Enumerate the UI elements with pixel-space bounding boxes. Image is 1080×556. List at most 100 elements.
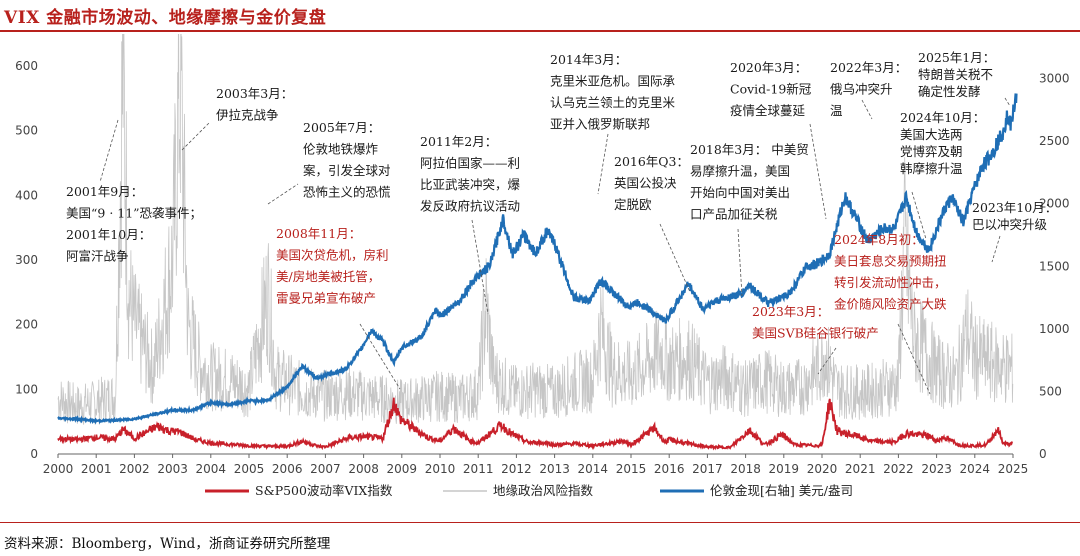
x-tick-label: 2008: [348, 462, 379, 476]
annotation-line: 2018年3月： 中美贸: [690, 142, 809, 157]
source-note: 资料来源：Bloomberg，Wind，浙商证券研究所整理: [4, 536, 331, 552]
annotation-line: 转引发流动性冲击，: [834, 275, 947, 290]
y-right-tick-label: 500: [1039, 384, 1062, 398]
annotation-line: 定脱欧: [614, 197, 652, 212]
annotation-line: 2024年10月：: [900, 110, 985, 125]
annotation-line: 伦敦地铁爆炸: [303, 142, 379, 157]
gold-series-layer: [57, 93, 1018, 425]
y-left-tick-label: 400: [15, 188, 38, 202]
annotation-line: 2024年8月初：: [834, 232, 924, 247]
x-tick-label: 2014: [578, 462, 609, 476]
annotation-line: 案，引发全球对: [303, 163, 391, 178]
annotation-leader: [809, 123, 827, 220]
x-tick-label: 2006: [272, 462, 303, 476]
annotation-line: 党博弈及朝: [900, 144, 963, 159]
annotation-line: 2023年3月：: [752, 304, 829, 319]
y-left-tick-label: 0: [30, 447, 38, 461]
annotation-line: 阿富汗战争: [66, 249, 129, 264]
annotation-leader: [471, 219, 489, 315]
annotation-line: 2022年3月：: [830, 60, 907, 75]
annotation-leader: [737, 228, 743, 297]
annotation-line: 美国次贷危机，房利: [276, 248, 389, 263]
x-tick-label: 2018: [730, 462, 761, 476]
annotation-line: 2020年3月：: [730, 60, 807, 75]
x-tick-label: 2012: [501, 462, 532, 476]
annotation-line: 美国SVB硅谷银行破产: [752, 326, 879, 341]
legend: S&P500波动率VIX指数 地缘政治风险指数 伦敦金现[右轴] 美元/盎司: [205, 483, 853, 498]
annotation-line: 易摩擦升温，美国: [690, 164, 790, 179]
annotation-line: 2001年9月：: [66, 184, 143, 199]
vix-line: [57, 397, 1014, 451]
annotation-leader: [911, 191, 927, 240]
annotation-line: 2014年3月：: [550, 52, 627, 67]
annotation-line: 2025年1月：: [918, 50, 995, 65]
annotation-leader: [181, 121, 211, 151]
annotation-4: 2008年11月： 美国次贷危机，房利美/房地美被托管， 雷曼兄弟宣布破产: [276, 226, 389, 306]
y-left-tick-label: 600: [15, 59, 38, 73]
annotation-line: 金价随风险资产大跌: [834, 297, 947, 312]
annotation-leader: [659, 223, 691, 293]
annotation-line: 特朗普关税不: [918, 67, 993, 82]
x-tick-label: 2022: [883, 462, 914, 476]
axes: 2000 2001 2002 2003 2004 2005 2006 2007 2008 2009…: [15, 59, 1069, 476]
y-left-tick-label: 500: [15, 124, 38, 138]
annotation-line: 韩摩擦升温: [900, 161, 963, 176]
annotation-line: 美国大选两: [900, 127, 963, 142]
annotation-line: 口产品加征关税: [690, 207, 778, 222]
annotation-line: 雷曼兄弟宣布破产: [276, 291, 376, 306]
x-tick-label: 2010: [425, 462, 456, 476]
x-tick-label: 2024: [960, 462, 991, 476]
y-right-tick-label: 1000: [1039, 322, 1070, 336]
x-tick-label: 2017: [692, 462, 723, 476]
annotation-line: 2023年10月：: [972, 200, 1057, 215]
y-left-tick-label: 200: [15, 318, 38, 332]
annotation-leader: [817, 347, 837, 375]
annotation-leader: [861, 99, 873, 120]
y-right-tick-label: 1500: [1039, 259, 1070, 273]
annotation-line: 2016年Q3：: [614, 154, 689, 169]
annotation-leader: [99, 119, 119, 183]
annotation-leader: [359, 323, 401, 390]
annotation-line: 温: [830, 103, 843, 118]
annotation-line: 克里米亚危机。国际承: [550, 74, 676, 89]
annotation-line: 疫情全球蔓延: [730, 103, 806, 118]
annotation-1: 2003年3月： 伊拉克战争: [216, 86, 293, 123]
x-tick-label: 2000: [43, 462, 74, 476]
x-tick-label: 2023: [921, 462, 952, 476]
annotation-line: 亚并入俄罗斯联邦: [550, 117, 650, 132]
annotation-line: 2001年10月：: [66, 227, 151, 242]
annotation-2: 2001年9月： 美国“9 · 11”恐袭事件； 2001年10月： 阿富汗战争: [66, 184, 202, 264]
annotation-line: Covid-19新冠: [730, 82, 812, 97]
y-left-tick-label: 100: [15, 382, 38, 396]
x-tick-label: 2009: [387, 462, 418, 476]
annotation-line: 开始向中国对美出: [690, 185, 790, 200]
x-tick-label: 2002: [119, 462, 150, 476]
y-right-tick-label: 2000: [1039, 197, 1070, 211]
annotation-line: 2008年11月：: [276, 226, 361, 241]
annotation-line: 美/房地美被托管，: [276, 269, 380, 284]
x-tick-label: 2005: [234, 462, 265, 476]
annotation-line: 发反政府抗议活动: [420, 199, 520, 214]
annotation-leader: [597, 133, 609, 195]
x-tick-label: 2013: [539, 462, 570, 476]
x-tick-label: 2015: [616, 462, 647, 476]
legend-label: S&P500波动率VIX指数: [255, 483, 393, 498]
x-tick-label: 2019: [769, 462, 800, 476]
annotation-line: 2003年3月：: [216, 86, 293, 101]
x-tick-label: 2021: [845, 462, 876, 476]
source-rule: [0, 522, 1080, 523]
annotation-leader: [1004, 97, 1011, 107]
x-tick-label: 2016: [654, 462, 685, 476]
gold-line: [57, 93, 1018, 425]
x-tick-label: 2007: [310, 462, 341, 476]
